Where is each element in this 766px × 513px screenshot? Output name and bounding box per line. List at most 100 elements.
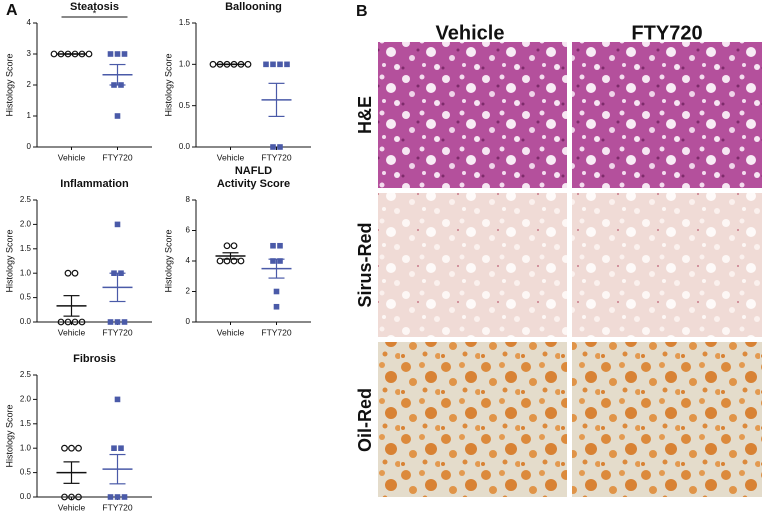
data-point <box>244 60 252 68</box>
y-tick-label: 0 <box>27 142 32 151</box>
data-point <box>75 493 82 501</box>
x-tick-label: FTY720 <box>102 502 133 512</box>
row-label: H&E <box>355 96 375 134</box>
y-tick-label: 0.0 <box>179 142 191 151</box>
y-tick-label: 2.0 <box>20 395 32 404</box>
data-point <box>114 319 121 325</box>
data-point <box>273 288 280 295</box>
data-point <box>277 258 283 264</box>
data-point <box>114 396 121 403</box>
data-point <box>114 113 121 119</box>
y-tick-label: 0.5 <box>179 101 191 110</box>
histology-image <box>572 193 762 337</box>
data-point <box>270 242 276 249</box>
data-point <box>277 61 283 68</box>
panel-label: B <box>356 3 368 20</box>
y-tick-label: 1.5 <box>179 18 191 27</box>
y-tick-label: 2.0 <box>20 220 32 229</box>
data-point <box>57 318 65 326</box>
data-point <box>71 269 79 277</box>
data-point <box>75 444 82 452</box>
y-tick-label: 1.0 <box>20 268 32 277</box>
y-tick-label: 8 <box>186 195 191 204</box>
data-point <box>121 319 128 325</box>
y-tick-label: 1.0 <box>179 59 191 68</box>
chart-title: Ballooning <box>225 1 282 13</box>
histology-image <box>378 342 567 497</box>
chart-title: Activity Score <box>217 178 290 190</box>
data-point <box>230 242 238 250</box>
data-point <box>270 61 276 68</box>
x-tick-label: Vehicle <box>58 502 86 512</box>
panel-label: A <box>6 2 18 19</box>
data-point <box>111 445 117 451</box>
data-point <box>277 242 283 249</box>
y-axis-label: Histology Score <box>4 404 14 467</box>
data-point <box>107 319 114 325</box>
data-point <box>64 269 72 277</box>
data-point <box>230 257 238 265</box>
y-tick-label: 0.5 <box>20 468 32 477</box>
x-tick-label: FTY720 <box>261 152 292 162</box>
data-point <box>64 318 72 326</box>
y-tick-label: 2.5 <box>20 370 32 379</box>
data-point <box>71 318 79 326</box>
data-point <box>216 257 224 265</box>
data-point <box>78 318 86 326</box>
histology-image <box>378 42 567 188</box>
histology-image <box>572 342 762 497</box>
x-tick-label: FTY720 <box>102 327 133 337</box>
chart-title: Inflammation <box>60 178 129 190</box>
y-tick-label: 4 <box>27 18 32 27</box>
y-tick-label: 0 <box>186 317 191 326</box>
row-label: Sirus-Red <box>355 222 375 307</box>
data-point <box>85 50 93 58</box>
y-axis-label: Histology Score <box>4 53 14 116</box>
data-point <box>237 257 245 265</box>
data-point <box>263 61 269 68</box>
data-point <box>68 493 75 501</box>
data-point <box>114 494 121 500</box>
y-tick-label: 1.5 <box>20 244 32 253</box>
annotation: * <box>93 8 97 18</box>
histology-image <box>572 42 762 188</box>
data-point <box>68 444 75 452</box>
column-header: Vehicle <box>436 22 505 44</box>
y-tick-label: 0.0 <box>20 317 32 326</box>
data-point <box>223 257 231 265</box>
y-axis-label: Histology Score <box>4 229 14 292</box>
y-axis-label: Histology Score <box>163 229 173 292</box>
y-tick-label: 0.5 <box>20 293 32 302</box>
data-point <box>114 51 121 57</box>
y-tick-label: 2 <box>27 80 32 89</box>
data-point <box>107 51 114 57</box>
data-point <box>114 221 121 228</box>
y-tick-label: 1 <box>27 111 32 120</box>
y-tick-label: 3 <box>27 49 32 58</box>
histology-image <box>378 193 567 337</box>
column-header: FTY720 <box>631 22 702 44</box>
chart-title: Fibrosis <box>73 353 116 365</box>
y-tick-label: 4 <box>186 256 191 265</box>
data-point <box>107 494 114 500</box>
chart-title: NAFLD <box>235 165 272 177</box>
data-point <box>270 144 276 150</box>
x-tick-label: Vehicle <box>58 327 86 337</box>
y-tick-label: 1.0 <box>20 443 32 452</box>
y-tick-label: 1.5 <box>20 419 32 428</box>
y-tick-label: 0.0 <box>20 492 32 501</box>
x-tick-label: Vehicle <box>217 327 245 337</box>
data-point <box>61 493 68 501</box>
data-point <box>61 444 68 452</box>
data-point <box>121 494 128 500</box>
data-point <box>277 144 283 150</box>
y-axis-label: Histology Score <box>163 53 173 116</box>
x-tick-label: Vehicle <box>58 152 86 162</box>
y-tick-label: 2.5 <box>20 195 32 204</box>
y-tick-label: 2 <box>186 287 191 296</box>
data-point <box>209 60 217 68</box>
x-tick-label: FTY720 <box>102 152 133 162</box>
data-point <box>121 51 128 57</box>
data-point <box>223 242 231 250</box>
